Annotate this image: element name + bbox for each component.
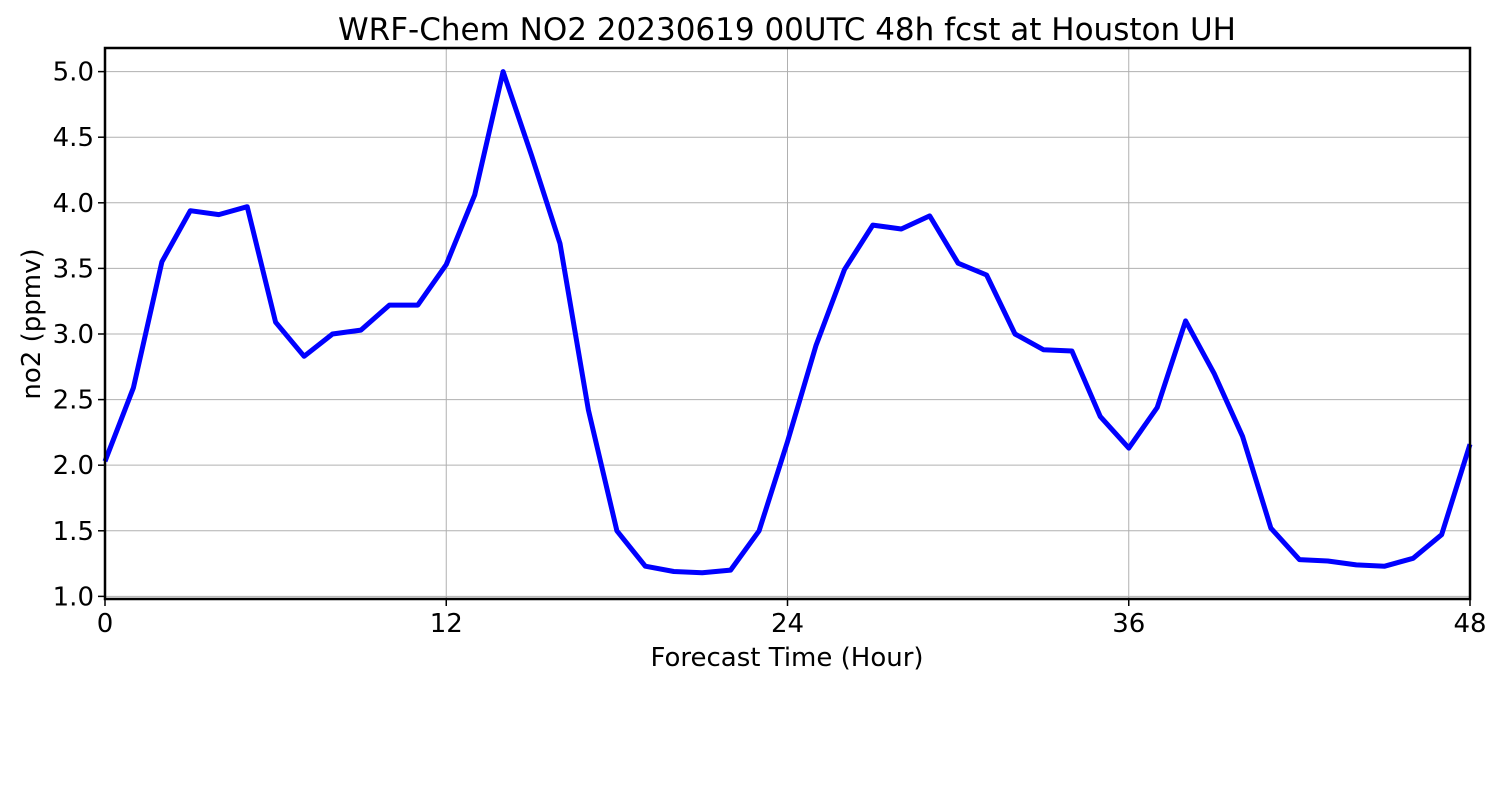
x-tick-label: 36: [1112, 609, 1145, 639]
y-tick-label: 4.5: [53, 123, 94, 153]
y-tick-labels: 1.0 1.5 2.0 2.5 3.0 3.5 4.0 4.5 5.0: [53, 58, 94, 613]
y-tick-label: 2.5: [53, 386, 94, 416]
x-tick-label: 12: [430, 609, 463, 639]
y-tick-label: 1.5: [53, 517, 94, 547]
x-tick-label: 24: [771, 609, 804, 639]
y-tick-label: 3.5: [53, 254, 94, 284]
x-tick-label: 48: [1453, 609, 1486, 639]
series-group: [102, 69, 1473, 576]
axis-ticks: [98, 70, 1471, 606]
y-tick-label: 3.0: [53, 320, 94, 350]
y-tick-label: 2.0: [53, 451, 94, 481]
chart-title: WRF-Chem NO2 20230619 00UTC 48h fcst at …: [338, 12, 1236, 48]
y-axis-label: no2 (ppmv): [17, 248, 47, 399]
y-tick-label: 4.0: [53, 189, 94, 219]
plot-frame: [103, 46, 1472, 601]
y-tick-label: 5.0: [53, 58, 94, 88]
no2-series-line: [102, 69, 1473, 576]
x-tick-label: 0: [97, 609, 114, 639]
x-axis-label: Forecast Time (Hour): [650, 643, 923, 673]
y-tick-label: 1.0: [53, 582, 94, 612]
x-tick-labels: 0 12 24 36 48: [97, 609, 1487, 639]
grid-lines: [104, 48, 1471, 599]
